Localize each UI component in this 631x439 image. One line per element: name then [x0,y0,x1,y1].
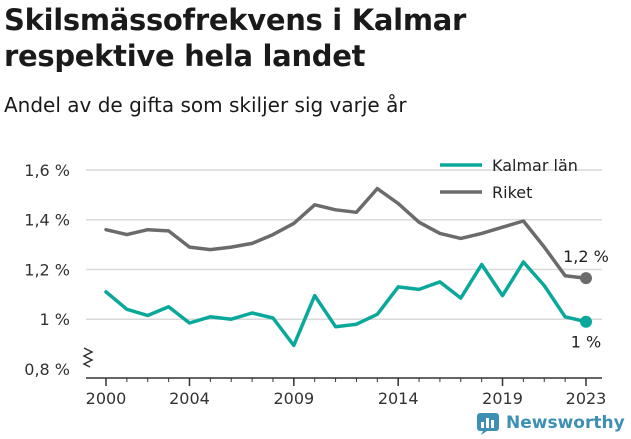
series-line-riket [104,186,588,280]
axis-break-icon [82,347,94,368]
y-tick-label: 1,4 % [24,211,70,230]
series-end-point [580,315,592,328]
end-value-label: 1,2 % [563,247,609,266]
series-end-point [580,272,592,285]
y-tick-label: 0,8 % [24,360,70,379]
newsworthy-logo-icon [477,413,499,435]
brand-logo: Newsworthy [476,410,625,436]
x-tick-label: 2019 [482,389,523,408]
brand-name: Newsworthy [506,413,625,433]
x-tick-label: 2004 [169,389,210,408]
end-value-label: 1 % [571,333,601,352]
x-tick-label: 2000 [86,389,127,408]
x-tick-label: 2023 [566,389,607,408]
y-tick-label: 1 % [40,310,70,329]
x-tick-label: 2009 [273,389,314,408]
x-tick-label: 2014 [378,389,419,408]
chart-title: Skilsmässofrekvens i Kalmar respektive h… [4,3,467,73]
y-tick-label: 1,6 % [24,161,70,180]
series-line-kalmar [104,260,588,348]
legend-label: Kalmar län [492,156,578,175]
y-tick-label: 1,2 % [24,260,70,279]
chart-subtitle: Andel av de gifta som skiljer sig varje … [4,93,407,117]
legend-label: Riket [492,183,532,202]
